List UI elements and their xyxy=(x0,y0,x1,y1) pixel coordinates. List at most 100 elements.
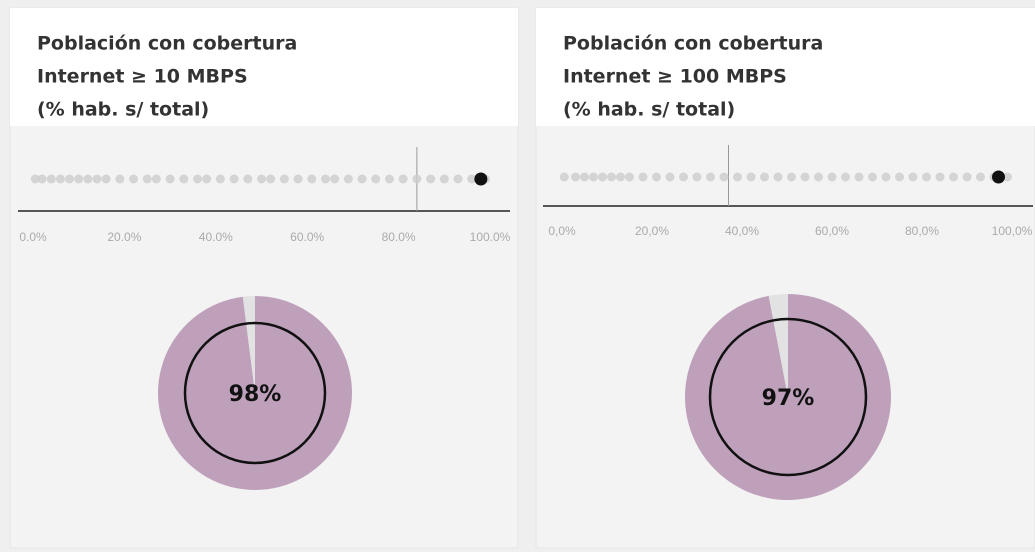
panel-title: Población con cobertura xyxy=(37,33,297,55)
dot xyxy=(398,174,408,184)
dot xyxy=(357,174,367,184)
dot xyxy=(908,172,918,182)
dot xyxy=(215,174,225,184)
dot xyxy=(1003,172,1012,182)
dot xyxy=(412,174,422,184)
dot xyxy=(625,172,634,182)
dot xyxy=(665,172,675,182)
highlight-dot xyxy=(992,170,1005,184)
dot xyxy=(330,174,340,184)
dot xyxy=(616,172,625,182)
dot xyxy=(607,172,616,182)
dot xyxy=(841,172,850,182)
dot xyxy=(719,172,729,182)
dot xyxy=(92,174,102,184)
dot xyxy=(559,172,569,182)
panel-title: (% hab. s/ total) xyxy=(563,99,735,121)
dot xyxy=(202,174,212,184)
x-tick-label: 100.0% xyxy=(470,230,511,244)
panel-title: Población con cobertura xyxy=(563,33,823,55)
dot xyxy=(467,174,477,184)
dot xyxy=(453,174,463,184)
dot xyxy=(165,174,175,184)
x-tick-label: 40.0% xyxy=(199,230,233,244)
dot xyxy=(949,172,958,182)
x-tick-label: 0,0% xyxy=(548,224,576,238)
pie-slice xyxy=(684,294,891,500)
dot xyxy=(571,172,580,182)
pie-ring xyxy=(183,321,327,465)
dot xyxy=(706,172,715,182)
dot xyxy=(922,172,931,182)
dot xyxy=(83,174,93,184)
dot xyxy=(638,172,648,182)
dot xyxy=(773,172,783,182)
dot xyxy=(746,172,756,182)
dot xyxy=(193,174,203,184)
x-tick-label: 20.0% xyxy=(107,230,141,244)
panel-title: Internet ≥ 10 MBPS xyxy=(37,66,248,88)
x-tick-label: 60,0% xyxy=(815,224,849,238)
dot xyxy=(868,172,877,182)
dot xyxy=(293,174,303,184)
dot xyxy=(854,172,864,182)
dot xyxy=(439,174,449,184)
dot xyxy=(320,174,330,184)
dot xyxy=(827,172,837,182)
dot xyxy=(580,172,589,182)
dot xyxy=(151,174,161,184)
highlight-dot xyxy=(474,172,488,186)
dot xyxy=(115,174,125,184)
pie-label: 97% xyxy=(762,386,815,411)
dot xyxy=(881,172,891,182)
dot xyxy=(976,172,985,182)
dot xyxy=(814,172,823,182)
pie-label: 98% xyxy=(229,382,282,407)
dot xyxy=(55,174,65,184)
panel-title: Internet ≥ 100 MBPS xyxy=(563,66,787,88)
dot xyxy=(760,172,769,182)
pie-slice xyxy=(242,296,255,393)
x-tick-label: 100,0% xyxy=(992,224,1033,238)
dot xyxy=(384,174,394,184)
x-tick-label: 40,0% xyxy=(725,224,759,238)
dot xyxy=(652,172,661,182)
dot xyxy=(142,174,152,184)
dot xyxy=(692,172,702,182)
dot xyxy=(589,172,598,182)
dot xyxy=(30,174,40,184)
x-tick-label: 80,0% xyxy=(905,224,939,238)
dot xyxy=(179,174,189,184)
x-tick-label: 60.0% xyxy=(290,230,324,244)
dot xyxy=(101,174,111,184)
pie-ring xyxy=(708,317,868,477)
dot xyxy=(307,174,317,184)
x-tick-label: 80.0% xyxy=(382,230,416,244)
dot xyxy=(243,174,253,184)
x-tick-label: 20,0% xyxy=(635,224,669,238)
dot xyxy=(787,172,796,182)
panel-title: (% hab. s/ total) xyxy=(37,99,209,121)
dot xyxy=(371,174,381,184)
dot xyxy=(598,172,607,182)
dot xyxy=(65,174,75,184)
pie-slice xyxy=(157,296,352,490)
dot xyxy=(935,172,945,182)
x-tick-label: 0.0% xyxy=(19,230,47,244)
dot xyxy=(733,172,742,182)
dot xyxy=(962,172,972,182)
dot xyxy=(229,174,239,184)
dot xyxy=(74,174,84,184)
dot xyxy=(279,174,289,184)
dot xyxy=(426,174,436,184)
panel-header xyxy=(10,8,518,126)
dot xyxy=(37,174,47,184)
dot xyxy=(129,174,139,184)
dot xyxy=(257,174,266,184)
dot xyxy=(343,174,353,184)
dot xyxy=(800,172,810,182)
dot xyxy=(46,174,56,184)
dot xyxy=(266,174,276,184)
panel-header xyxy=(536,8,1035,126)
